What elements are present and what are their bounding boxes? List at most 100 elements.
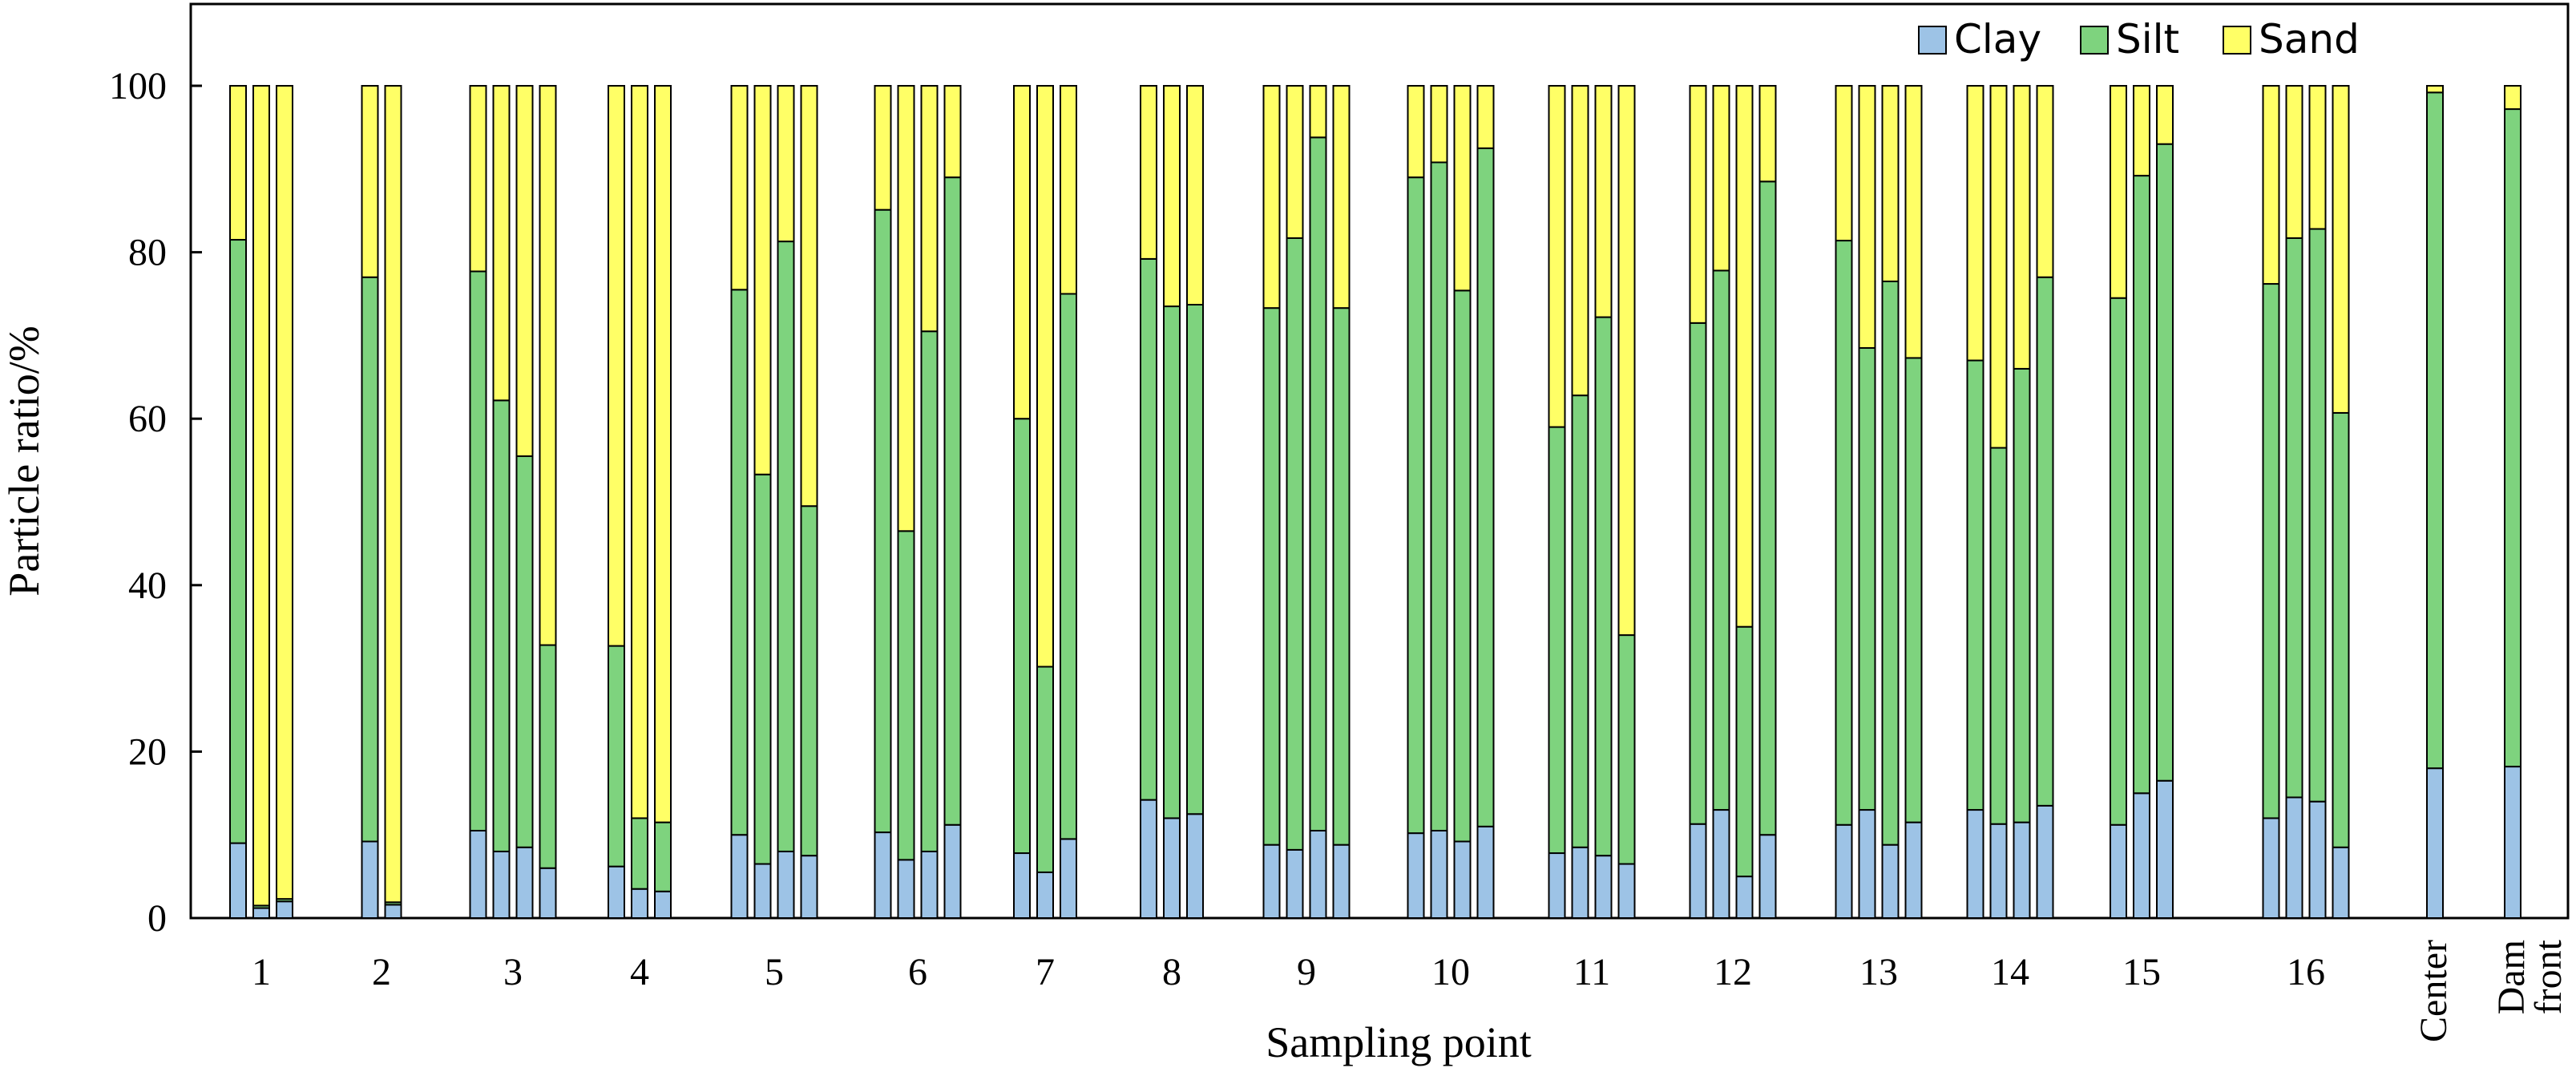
bar-17-0: [2504, 85, 2521, 919]
bar-segment-sand: [2013, 85, 2031, 370]
bar-segment-clay: [1881, 843, 1900, 920]
bar-segment-clay: [777, 850, 795, 919]
y-axis-title: Particle ratio/%: [0, 326, 48, 596]
x-tick-label: 13: [1859, 951, 1898, 993]
bar-segment-silt: [1881, 280, 1900, 846]
bar-2-3: [539, 85, 557, 919]
bar-2-1: [492, 85, 511, 919]
bar-11-3: [1758, 85, 1777, 919]
bar-segment-silt: [1163, 305, 1181, 819]
x-axis-title: Sampling point: [1266, 1018, 1532, 1066]
y-axis: 0 20 40 60 80 100: [109, 65, 202, 940]
bar-segment-silt: [1262, 307, 1281, 846]
bar-2-0: [469, 85, 487, 920]
bar-segment-sand: [1140, 85, 1157, 260]
bar-segment-clay: [1476, 825, 1495, 919]
bar-16-0: [2426, 85, 2444, 919]
bar-segment-clay: [1309, 830, 1327, 920]
bar-15-2: [2308, 85, 2327, 919]
bar-12-2: [1881, 85, 1900, 920]
legend-swatch: [2223, 26, 2251, 55]
bar-segment-clay: [1013, 852, 1031, 920]
bar-segment-sand: [2262, 85, 2280, 285]
bar-segment-silt: [1060, 293, 1077, 840]
bar-segment-sand: [1309, 85, 1327, 139]
bar-segment-clay: [1835, 823, 1853, 920]
x-tick-label: Dam: [2490, 940, 2533, 1014]
bar-6-1: [1036, 85, 1054, 920]
bar-segment-silt: [608, 645, 625, 868]
bar-segment-silt: [1453, 289, 1472, 843]
legend: Clay Silt Sand: [1918, 16, 2360, 63]
bar-8-0: [1262, 85, 1281, 920]
legend-item-silt: Silt: [2080, 16, 2179, 63]
legend-item-clay: Clay: [1918, 16, 2041, 63]
bar-12-1: [1858, 85, 1876, 919]
bar-segment-clay: [1163, 817, 1181, 919]
bar-9-1: [1430, 85, 1448, 920]
bar-segment-sand: [777, 85, 795, 243]
bar-segment-silt: [1286, 237, 1304, 851]
bar-segment-sand: [469, 85, 487, 273]
bar-segment-silt: [1476, 147, 1495, 827]
bar-8-3: [1332, 85, 1351, 920]
bar-segment-sand: [515, 85, 534, 457]
bar-segment-silt: [492, 399, 511, 852]
bar-segment-clay: [2308, 800, 2327, 919]
bar-segment-silt: [1858, 346, 1876, 811]
bar-segment-clay: [229, 842, 247, 919]
bar-segment-clay: [1858, 809, 1876, 919]
bar-segment-clay: [2156, 779, 2174, 919]
bar-segment-sand: [1881, 85, 1900, 282]
bar-segment-sand: [631, 85, 648, 819]
bar-segment-clay: [469, 830, 487, 920]
bar-segment-sand: [897, 85, 915, 532]
bar-segment-silt: [1407, 176, 1425, 835]
bar-segment-sand: [1060, 85, 1077, 295]
bar-4-1: [753, 85, 772, 920]
bar-segment-sand: [2133, 85, 2150, 177]
y-tick-label: 80: [128, 232, 167, 274]
bar-segment-sand: [1036, 85, 1054, 668]
bar-7-0: [1140, 85, 1157, 919]
legend-swatch: [1918, 26, 1947, 55]
x-tick-label: 6: [908, 951, 927, 993]
bar-9-3: [1476, 85, 1495, 919]
bar-4-0: [730, 85, 749, 919]
bar-segment-clay: [1060, 838, 1077, 920]
x-tick-label: 12: [1714, 951, 1752, 993]
bar-segment-sand: [874, 85, 892, 211]
bar-segment-clay: [730, 834, 749, 919]
bar-segment-silt: [2332, 411, 2350, 848]
bar-6-2: [1060, 85, 1077, 920]
bar-segment-silt: [1758, 180, 1777, 836]
legend-item-sand: Sand: [2223, 16, 2360, 63]
bar-segment-clay: [2036, 804, 2054, 919]
bar-segment-silt: [2308, 228, 2327, 803]
bar-segment-clay: [1548, 852, 1566, 920]
bar-segment-sand: [539, 85, 557, 646]
bar-segment-clay: [800, 855, 818, 920]
bar-segment-sand: [1735, 85, 1754, 628]
bar-segment-sand: [730, 85, 749, 291]
bar-segment-sand: [1835, 85, 1853, 242]
bar-segment-silt: [1712, 269, 1730, 811]
bar-segment-sand: [1407, 85, 1425, 179]
bar-11-1: [1712, 85, 1730, 919]
bar-segment-clay: [1332, 843, 1351, 920]
legend-label: Clay: [1954, 16, 2041, 63]
bar-10-2: [1594, 85, 1613, 920]
x-tick-label: 9: [1297, 951, 1316, 993]
bar-segment-sand: [1712, 85, 1730, 272]
bar-segment-clay: [2013, 821, 2031, 920]
bar-segment-sand: [1186, 85, 1204, 305]
bar-segment-clay: [1186, 813, 1204, 919]
bar-segment-clay: [1430, 830, 1448, 920]
x-tick-label: 4: [630, 951, 649, 993]
bar-segment-clay: [539, 867, 557, 919]
bar-segment-sand: [608, 85, 625, 647]
bar-segment-clay: [1571, 846, 1589, 920]
bar-segment-sand: [753, 85, 772, 475]
bar-segment-silt: [2156, 143, 2174, 782]
bar-segment-sand: [1571, 85, 1589, 397]
